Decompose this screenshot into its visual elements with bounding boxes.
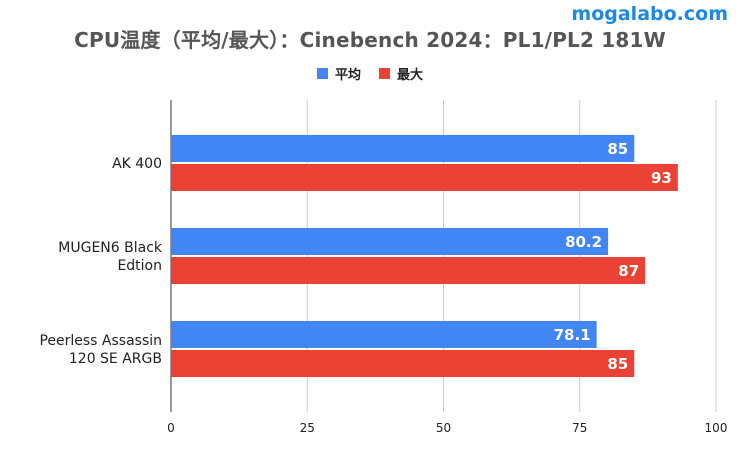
legend-label-average: 平均 bbox=[334, 68, 361, 83]
category-labels: AK 400 MUGEN6 Black Edtion Peerless Assassi… bbox=[39, 156, 162, 367]
legend-item-average: 平均 bbox=[316, 64, 361, 83]
bar bbox=[171, 350, 635, 377]
legend-swatch-average bbox=[316, 68, 328, 79]
category-label: Edtion bbox=[117, 258, 162, 274]
category-label: Peerless Assassin bbox=[39, 333, 162, 349]
bar-value-label: 93 bbox=[651, 169, 672, 187]
bar-value-label: 85 bbox=[607, 355, 628, 373]
x-tick-label: 50 bbox=[436, 421, 451, 435]
bar bbox=[171, 135, 635, 162]
bar bbox=[171, 257, 646, 284]
x-tick-label: 75 bbox=[572, 421, 587, 435]
legend-item-max: 最大 bbox=[379, 64, 423, 83]
bar bbox=[171, 164, 678, 191]
bar-value-label: 78.1 bbox=[554, 326, 591, 344]
category-label: 120 SE ARGB bbox=[69, 351, 162, 367]
x-tick-label: 100 bbox=[705, 421, 728, 435]
watermark: mogalabo.com bbox=[571, 3, 728, 25]
legend-swatch-max bbox=[379, 68, 390, 79]
bar-value-label: 87 bbox=[618, 262, 639, 280]
chart-title: CPU温度（平均/最大）：Cinebench 2024：PL1/PL2 181W bbox=[74, 28, 666, 52]
bar bbox=[171, 228, 609, 255]
chart-legend: 平均 最大 bbox=[0, 64, 740, 83]
x-tick-label: 25 bbox=[300, 421, 315, 435]
x-axis-ticks: 0 25 50 75 100 bbox=[167, 421, 727, 435]
category-label: MUGEN6 Black bbox=[58, 240, 163, 256]
bar-value-label: 85 bbox=[607, 140, 628, 158]
legend-label-max: 最大 bbox=[397, 68, 424, 83]
category-label: AK 400 bbox=[112, 156, 162, 172]
x-tick-label: 0 bbox=[167, 421, 175, 435]
bar bbox=[171, 321, 597, 348]
bar-value-label: 80.2 bbox=[565, 233, 602, 251]
bars: 85 93 80.2 87 78.1 85 bbox=[171, 135, 678, 377]
